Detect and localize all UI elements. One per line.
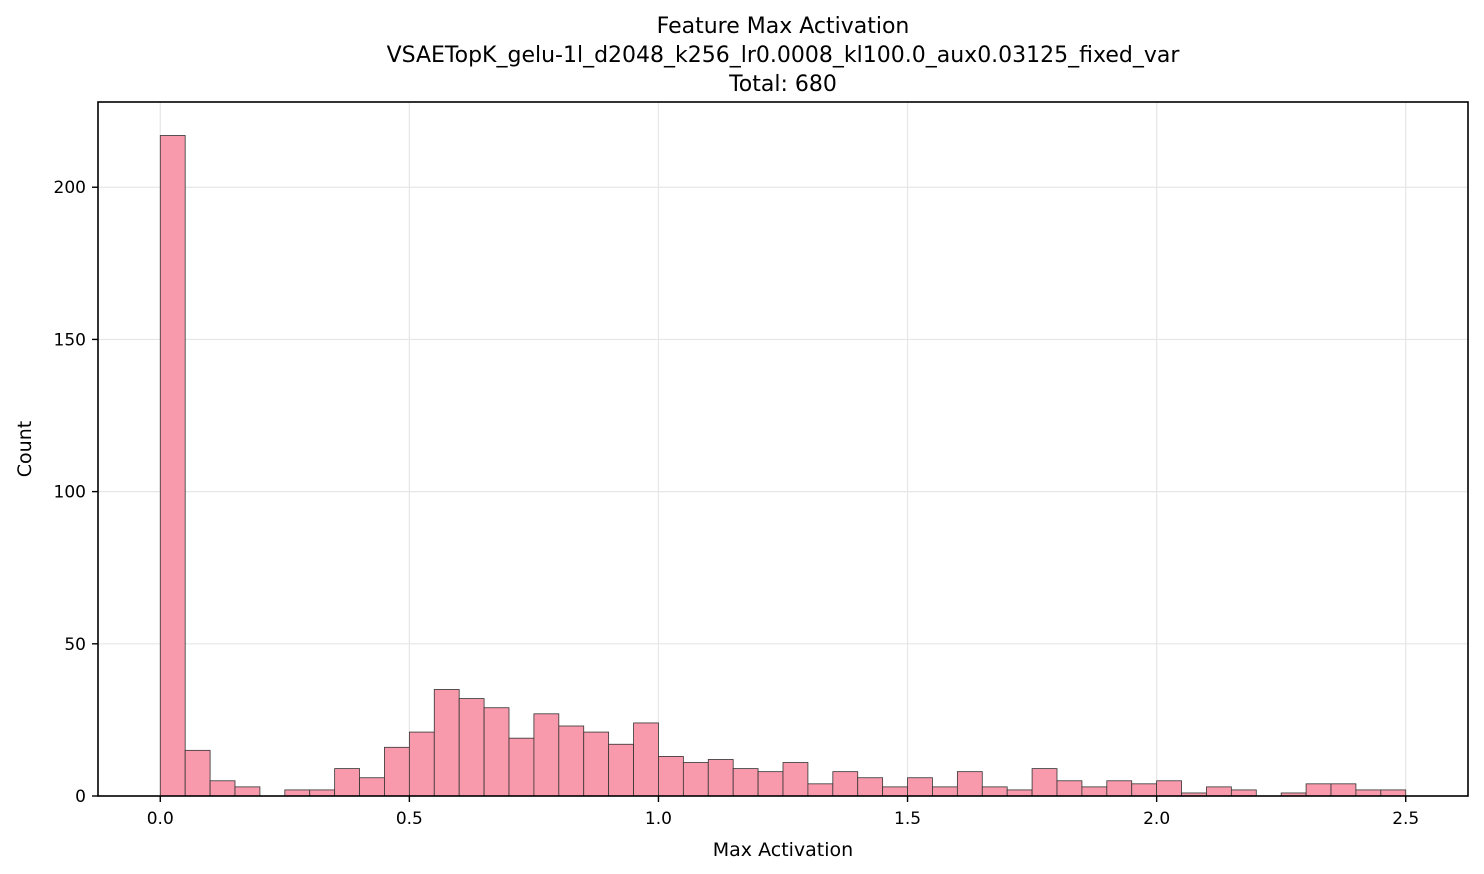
histogram-bar bbox=[1380, 789, 1407, 797]
chart-title: Feature Max Activation bbox=[657, 14, 910, 39]
histogram-bar bbox=[384, 746, 410, 797]
histogram-bar bbox=[1355, 789, 1382, 797]
histogram-bars bbox=[159, 135, 1407, 797]
histogram-bar bbox=[907, 777, 933, 797]
histogram-bar bbox=[1230, 789, 1257, 797]
histogram-bar bbox=[458, 698, 485, 797]
chart-subtitle: VSAETopK_gelu-1l_d2048_k256_lr0.0008_kl1… bbox=[387, 43, 1181, 68]
y-tick-label: 200 bbox=[54, 178, 86, 198]
histogram-bar bbox=[433, 689, 460, 797]
histogram-bar bbox=[707, 759, 734, 797]
x-tick-label: 1.0 bbox=[645, 809, 672, 829]
histogram-bar bbox=[832, 771, 859, 797]
histogram-bar bbox=[1056, 780, 1083, 797]
histogram-bar bbox=[882, 786, 908, 797]
histogram-bar bbox=[732, 768, 759, 797]
chart-title-group: Feature Max Activation VSAETopK_gelu-1l_… bbox=[387, 14, 1181, 97]
histogram-bar bbox=[981, 786, 1008, 797]
y-tick-label: 50 bbox=[64, 635, 86, 655]
histogram-bar bbox=[857, 777, 884, 797]
x-axis-label: Max Activation bbox=[713, 839, 853, 861]
histogram-bar bbox=[159, 135, 186, 797]
histogram-bar bbox=[932, 786, 958, 797]
y-tick-label: 150 bbox=[54, 330, 86, 350]
histogram-bar bbox=[359, 777, 385, 797]
x-tick-label: 1.5 bbox=[894, 809, 921, 829]
y-tick-label: 0 bbox=[75, 787, 86, 807]
histogram-bar bbox=[757, 771, 784, 797]
histogram-bar bbox=[583, 731, 610, 797]
y-tick-label: 100 bbox=[54, 483, 86, 503]
x-tick-label: 2.0 bbox=[1143, 809, 1170, 829]
histogram-bar bbox=[1305, 783, 1332, 797]
histogram-bar bbox=[558, 725, 585, 797]
histogram-bar bbox=[807, 783, 834, 797]
histogram-bar bbox=[508, 737, 535, 797]
histogram-bar bbox=[658, 756, 684, 797]
x-tick-label: 0.0 bbox=[147, 809, 174, 829]
histogram-bar bbox=[483, 707, 510, 797]
chart-total: Total: 680 bbox=[728, 72, 837, 97]
histogram-bar bbox=[234, 786, 261, 797]
plot-frame bbox=[97, 101, 1469, 797]
histogram-bar bbox=[1206, 786, 1232, 797]
histogram-bar bbox=[334, 768, 360, 797]
grid-lines bbox=[98, 102, 1468, 797]
histogram-bar bbox=[1131, 783, 1158, 797]
histogram-bar bbox=[1156, 780, 1182, 797]
x-tick-label: 2.5 bbox=[1392, 809, 1419, 829]
histogram-bar bbox=[408, 731, 435, 797]
histogram-bar bbox=[184, 749, 211, 797]
x-axis-ticks: 0.0 0.5 1.0 1.5 2.0 2.5 bbox=[147, 796, 1419, 829]
x-tick-label: 0.5 bbox=[396, 809, 423, 829]
histogram-bar bbox=[309, 789, 336, 797]
histogram-bar bbox=[608, 743, 634, 797]
y-axis-ticks: 0 50 100 150 200 bbox=[54, 178, 98, 807]
histogram-bar bbox=[956, 771, 983, 797]
histogram-bar bbox=[633, 722, 659, 797]
histogram-bar bbox=[533, 713, 560, 797]
histogram-bar bbox=[682, 762, 709, 797]
histogram-bar bbox=[1031, 768, 1058, 797]
histogram-bar bbox=[782, 762, 809, 797]
histogram-bar bbox=[1330, 783, 1357, 797]
histogram-bar bbox=[1081, 786, 1108, 797]
histogram-bar bbox=[1006, 789, 1033, 797]
histogram-bar bbox=[284, 789, 311, 797]
y-axis-label: Count bbox=[14, 421, 36, 477]
histogram-bar bbox=[209, 780, 236, 797]
histogram-bar bbox=[1106, 780, 1133, 797]
